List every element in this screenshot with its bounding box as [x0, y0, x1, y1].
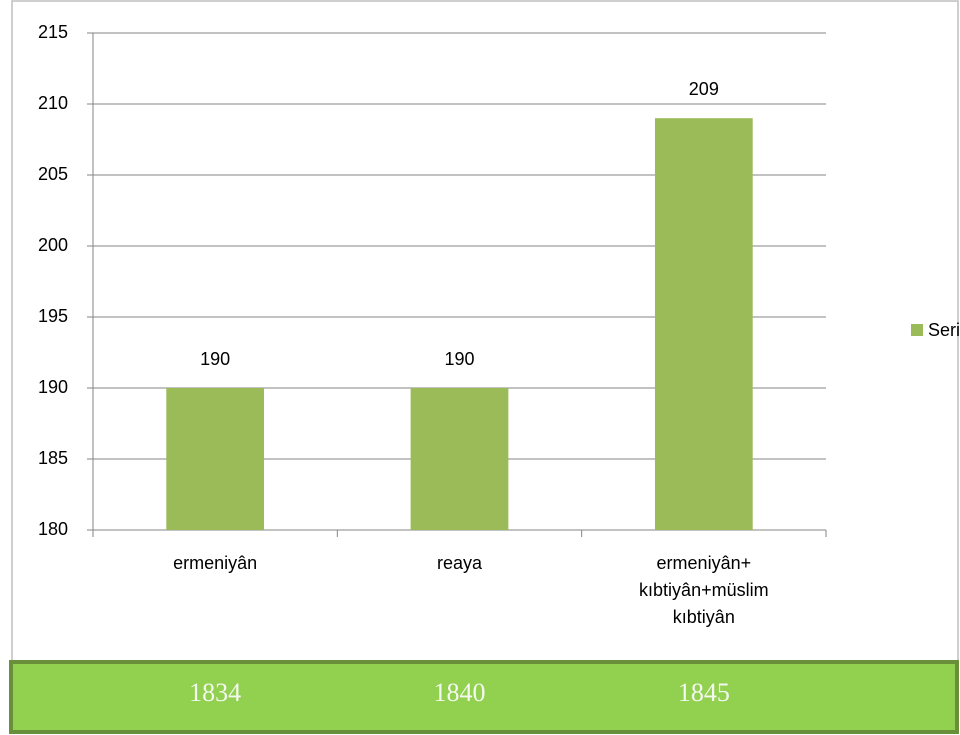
y-tick-label: 215 [38, 22, 68, 42]
x-tick-label: ermeniyân [173, 553, 258, 573]
y-tick-label: 185 [38, 448, 68, 468]
y-tick-label: 210 [38, 93, 68, 113]
footer-label: 1845 [678, 678, 730, 707]
bar [654, 118, 753, 530]
x-tick-label: reaya [436, 553, 483, 573]
footer-label: 1834 [189, 678, 241, 707]
y-tick-label: 190 [38, 377, 68, 397]
footer-band [9, 660, 959, 734]
y-tick-label: 200 [38, 235, 68, 255]
x-tick-label: ermeniyân+ kıbtiyân+müslim kıbtiyân [639, 553, 769, 627]
y-tick-label: 205 [38, 164, 68, 184]
footer-label: 1840 [434, 678, 486, 707]
data-label: 190 [444, 349, 474, 369]
data-label: 190 [200, 349, 230, 369]
legend-swatch [911, 324, 923, 336]
chart-frame [11, 0, 959, 734]
y-tick-label: 180 [38, 519, 68, 539]
bar [166, 388, 265, 530]
bar [410, 388, 509, 530]
y-tick-label: 195 [38, 306, 68, 326]
data-label: 209 [689, 79, 719, 99]
